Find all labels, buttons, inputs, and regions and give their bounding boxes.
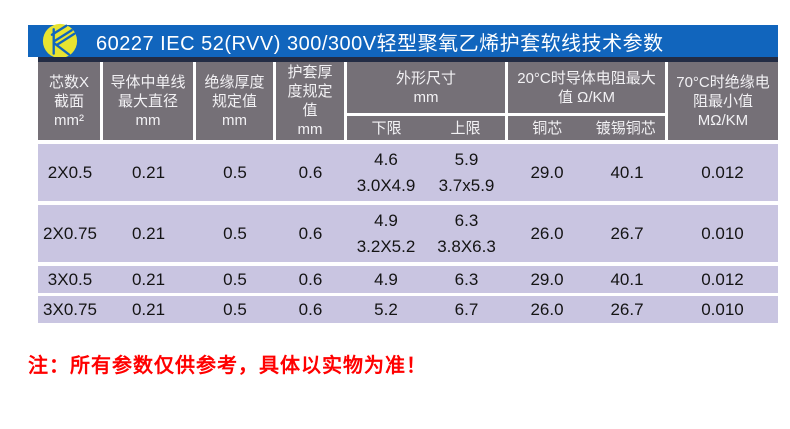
cell-upper-limit: 6.3 — [454, 269, 479, 289]
header-outer-dimensions: 外形尺寸 mm — [347, 62, 505, 113]
cell-sheath: 0.6 — [298, 162, 323, 182]
cell-lower-limit: 5.2 — [374, 299, 398, 319]
cell-sheath: 0.6 — [298, 299, 323, 319]
cell-max-wire-dia: 0.21 — [131, 299, 166, 319]
header-title: 芯数X截面 — [48, 73, 89, 110]
value-line: 4.9 — [374, 210, 398, 230]
header-max-wire-diameter: 导体中单线最大直径 mm — [103, 62, 193, 140]
header-conductor-resistance-sub: 铜芯 镀锡铜芯 — [508, 116, 665, 140]
disclaimer-note: 注：所有参数仅供参考，具体以实物为准！ — [28, 355, 427, 377]
header-insulation-resistance: 70°C时绝缘电阻最小值 MΩ/KM — [668, 62, 778, 140]
table-row: 2X0.75 0.21 0.5 0.6 4.9 3.2X5.2 6.3 3.8X6.… — [38, 205, 778, 262]
banner-divider — [38, 57, 778, 62]
value-line: 5.9 — [454, 149, 479, 169]
cell-spec: 3X0.75 — [43, 299, 97, 319]
spec-table: 芯数X截面 mm² 导体中单线最大直径 mm 绝缘厚度规定值 mm 护套厚度规定… — [38, 62, 778, 323]
cell-tinned-resistance: 26.7 — [610, 299, 644, 319]
header-unit: mm — [222, 111, 247, 129]
cell-upper-limit: 6.7 — [454, 299, 479, 319]
header-copper-core: 铜芯 — [532, 119, 563, 137]
table-row: 3X0.75 0.21 0.5 0.6 5.2 6.7 26.0 26.7 0.… — [38, 296, 778, 323]
cell-tinned-resistance: 40.1 — [610, 269, 644, 289]
cell-copper-resistance: 29.0 — [530, 162, 564, 182]
cell-lower-limit: 4.9 3.2X5.2 — [346, 205, 426, 262]
header-outer-dimensions-sub: 下限 上限 — [347, 116, 505, 140]
cell-max-wire-dia: 0.21 — [131, 223, 166, 243]
cell-insulation: 0.5 — [223, 223, 247, 243]
cell-sheath: 0.6 — [298, 223, 323, 243]
cell-lower-limit: 4.9 — [374, 269, 398, 289]
cell-insulation-resistance: 0.010 — [701, 299, 744, 319]
cell-spec: 2X0.5 — [47, 162, 93, 182]
cell-copper-resistance: 29.0 — [530, 269, 564, 289]
cell-insulation-resistance: 0.012 — [701, 162, 744, 182]
cell-insulation: 0.5 — [223, 269, 247, 289]
value-line: 6.3 — [454, 210, 479, 230]
cell-insulation: 0.5 — [223, 299, 247, 319]
cell-insulation: 0.5 — [223, 162, 247, 182]
header-unit: mm — [413, 88, 439, 106]
header-upper-limit: 上限 — [450, 119, 481, 137]
cell-tinned-resistance: 40.1 — [610, 162, 644, 182]
header-unit: mm — [135, 111, 161, 129]
header-title: 70°C时绝缘电阻最小值 MΩ/KM — [676, 73, 770, 129]
cell-sheath: 0.6 — [298, 269, 323, 289]
page-title: 60227 IEC 52(RVV) 300/300V轻型聚氧乙烯护套软线技术参数 — [96, 32, 664, 55]
cell-max-wire-dia: 0.21 — [131, 162, 166, 182]
header-insulation-thickness: 绝缘厚度规定值 mm — [196, 62, 273, 140]
table-row: 3X0.5 0.21 0.5 0.6 4.9 6.3 29.0 40.1 0.0… — [38, 266, 778, 293]
value-line: 3.8X6.3 — [437, 236, 496, 256]
table-row: 2X0.5 0.21 0.5 0.6 4.6 3.0X4.9 5.9 3.7x5.9… — [38, 144, 778, 201]
cell-upper-limit: 6.3 3.8X6.3 — [426, 205, 507, 262]
value-line: 3.2X5.2 — [356, 236, 416, 256]
header-unit: mm² — [54, 111, 84, 129]
header-title: 护套厚度规定值 — [287, 64, 333, 119]
table-header-row: 芯数X截面 mm² 导体中单线最大直径 mm 绝缘厚度规定值 mm 护套厚度规定… — [38, 62, 778, 140]
header-tinned-copper-core: 镀锡铜芯 — [595, 119, 656, 137]
header-core-section: 芯数X截面 mm² — [38, 62, 100, 140]
header-unit: mm — [297, 121, 323, 138]
cell-lower-limit: 4.6 3.0X4.9 — [346, 144, 426, 201]
header-title: 外形尺寸 — [395, 69, 456, 87]
header-outer-dimensions-group: 外形尺寸 mm 下限 上限 — [347, 62, 505, 140]
brand-logo-icon — [42, 23, 78, 59]
value-line: 4.6 — [374, 149, 398, 169]
cell-insulation-resistance: 0.010 — [701, 223, 744, 243]
cell-upper-limit: 5.9 3.7x5.9 — [426, 144, 507, 201]
cell-max-wire-dia: 0.21 — [131, 269, 166, 289]
header-title: 绝缘厚度规定值 — [204, 73, 265, 110]
cell-spec: 3X0.5 — [47, 269, 93, 289]
header-sheath-thickness: 护套厚度规定值 mm — [276, 62, 344, 140]
value-line: 3.7x5.9 — [438, 175, 495, 195]
title-banner: 60227 IEC 52(RVV) 300/300V轻型聚氧乙烯护套软线技术参数 — [28, 23, 778, 59]
header-conductor-resistance: 20°C时导体电阻最大值 Ω/KM — [508, 62, 665, 113]
header-lower-limit: 下限 — [371, 119, 402, 137]
cell-copper-resistance: 26.0 — [530, 223, 564, 243]
value-line: 3.0X4.9 — [356, 175, 416, 195]
cell-spec: 2X0.75 — [43, 223, 97, 243]
cell-tinned-resistance: 26.7 — [610, 223, 644, 243]
cell-insulation-resistance: 0.012 — [701, 269, 744, 289]
header-conductor-resistance-group: 20°C时导体电阻最大值 Ω/KM 铜芯 镀锡铜芯 — [508, 62, 665, 140]
cell-copper-resistance: 26.0 — [530, 299, 564, 319]
header-title: 20°C时导体电阻最大值 Ω/KM — [517, 69, 656, 106]
header-title: 导体中单线最大直径 — [110, 73, 186, 110]
